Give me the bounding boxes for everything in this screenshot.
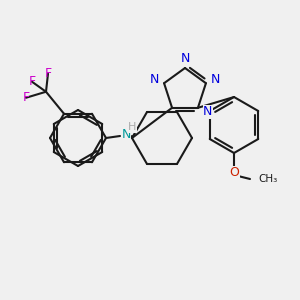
Text: F: F [28, 75, 36, 88]
Text: N: N [149, 73, 159, 86]
Text: F: F [44, 67, 52, 80]
Text: CH₃: CH₃ [258, 174, 277, 184]
Text: F: F [22, 91, 30, 104]
Text: H: H [128, 122, 136, 132]
Text: N: N [121, 128, 131, 142]
Text: O: O [229, 167, 239, 179]
Text: N: N [211, 73, 220, 86]
Text: N: N [180, 52, 190, 64]
Text: N: N [203, 105, 213, 118]
